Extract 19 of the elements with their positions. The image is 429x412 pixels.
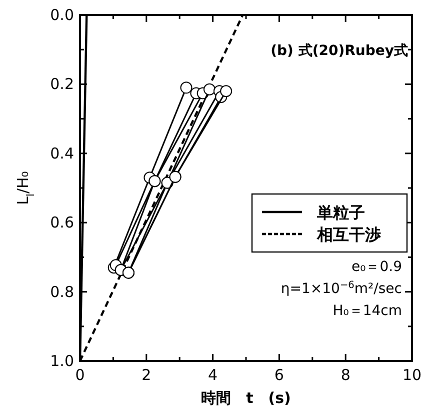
x-tick-label: 10 xyxy=(402,366,422,384)
annotation: (b) 式(20)Rubey式 xyxy=(270,43,408,59)
y-tick-label: 0.8 xyxy=(50,282,74,301)
annotation: e₀＝0.9 xyxy=(352,259,402,276)
x-axis-title: 時間 t (s) xyxy=(201,389,291,407)
y-tick-label: 0.6 xyxy=(50,214,74,232)
y-tick-label: 1.0 xyxy=(50,352,74,370)
annotation: η=1×10$^{−6}$m²/sec xyxy=(280,280,402,298)
x-tick-label: 2 xyxy=(142,366,152,384)
annotation: H₀＝14cm xyxy=(332,303,402,320)
y-tick-label: 0.2 xyxy=(50,75,74,94)
x-tick-label: 8 xyxy=(340,366,350,384)
y-tick-label: 0.4 xyxy=(50,144,74,162)
legend-label: 単粒子 xyxy=(316,203,365,222)
legend-label: 相互干渉 xyxy=(316,225,381,244)
x-tick-label: 0 xyxy=(75,366,85,384)
x-tick-label: 4 xyxy=(208,366,218,384)
x-tick-label: 6 xyxy=(274,366,284,384)
y-tick-label: 0.0 xyxy=(50,6,74,24)
